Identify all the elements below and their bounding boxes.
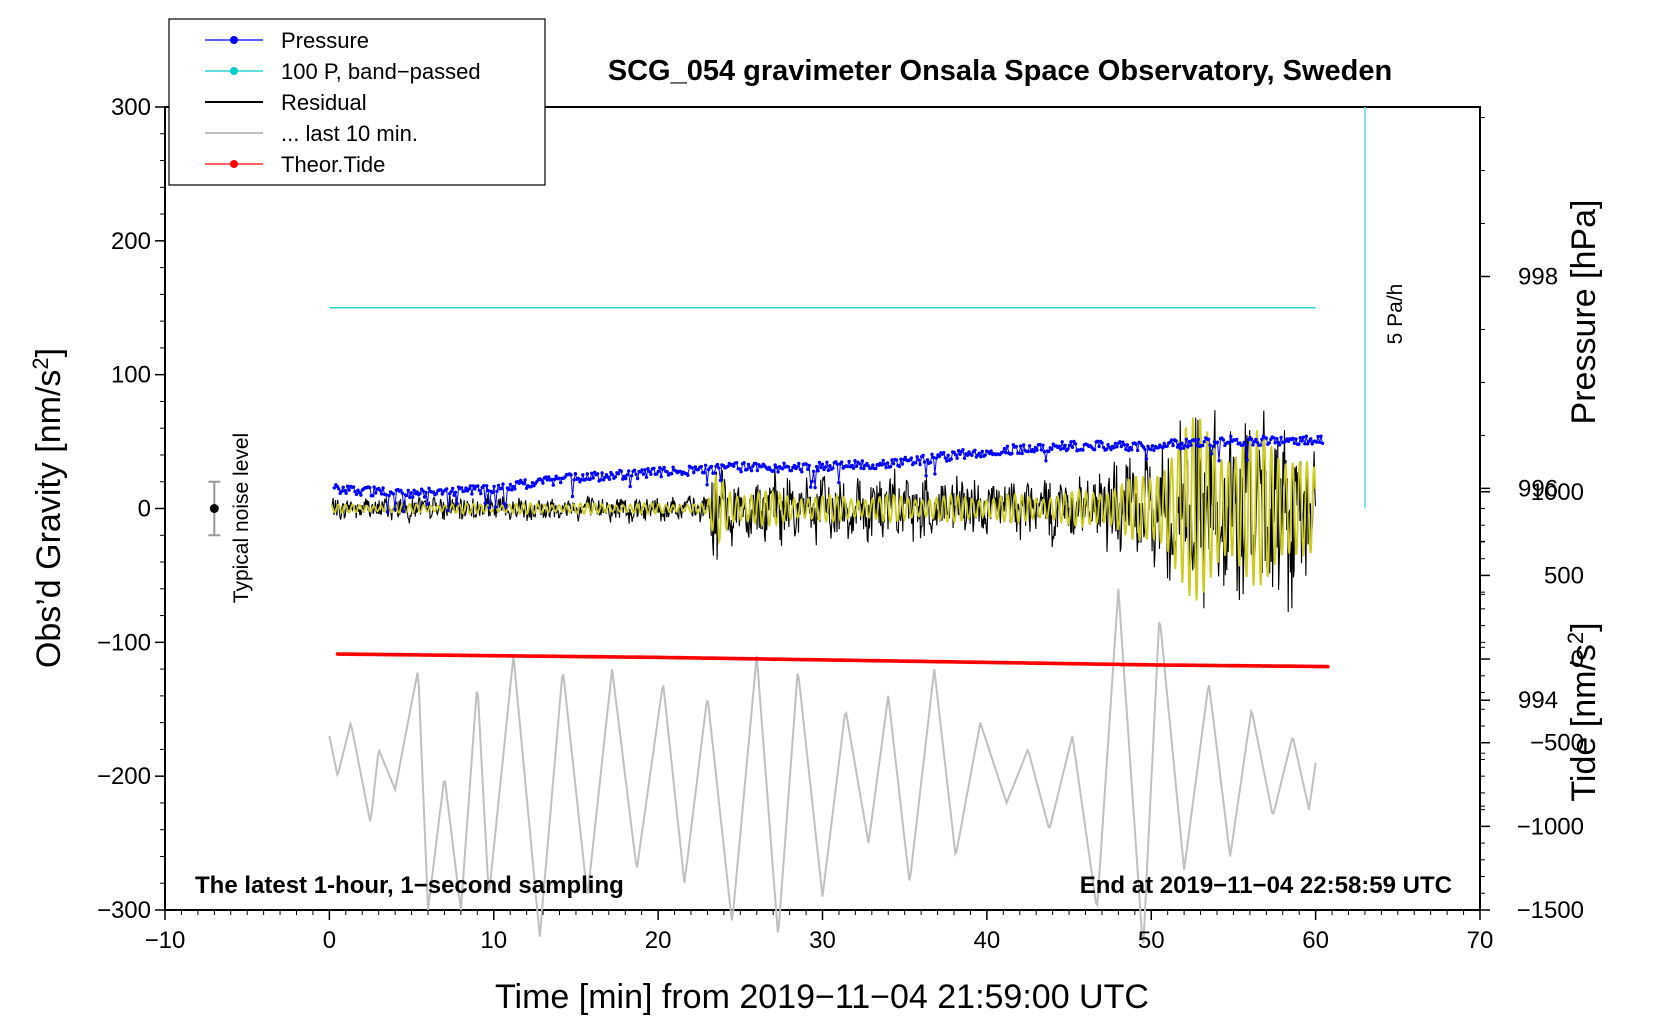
legend-entry-last10: ... last 10 min. <box>205 121 418 146</box>
legend-label-last10: ... last 10 min. <box>281 121 418 146</box>
legend-entry-tide: Theor.Tide <box>205 152 385 177</box>
x-axis-label: Time [min] from 2019−11−04 21:59:00 UTC <box>495 978 1149 1016</box>
x-tick-label: −10 <box>145 927 186 954</box>
y-tick-label: −100 <box>97 629 151 656</box>
tide-tick-label: 500 <box>1544 562 1584 589</box>
legend-marker-pressure <box>230 36 238 44</box>
y-axis-label-tide: Tide [nm/s2] <box>1563 622 1604 801</box>
legend-entry-bandpassed: 100 P, band−passed <box>205 59 481 84</box>
y-label-tide-end: ] <box>1565 622 1603 631</box>
annotation-sampling: The latest 1-hour, 1−second sampling <box>195 872 624 899</box>
noise-bar-point <box>209 504 219 513</box>
noise-bar <box>208 480 221 537</box>
y-tick-label: −300 <box>97 897 151 924</box>
y-label-left-main: Obs’d Gravity [nm/s <box>30 370 68 669</box>
tide-tick-label: −500 <box>1530 730 1584 757</box>
x-tick-label: 0 <box>323 927 336 954</box>
legend-entry-residual: Residual <box>205 90 367 115</box>
tide-tick-label: −1500 <box>1517 897 1584 924</box>
y-label-left-end: ] <box>30 348 68 357</box>
y-tick-label: 0 <box>138 496 151 523</box>
pressure-tick-label: 996 <box>1518 475 1558 502</box>
x-tick-label: 50 <box>1138 927 1165 954</box>
data-layer <box>208 107 1366 944</box>
pressure-tick-label: 994 <box>1518 687 1558 714</box>
annotation-scale-bar: 5 Pa/h <box>1384 284 1407 345</box>
series-last-10-min <box>328 588 1317 944</box>
y-tick-label: 200 <box>111 228 151 255</box>
x-tick-label: 30 <box>809 927 836 954</box>
legend-marker-tide <box>230 160 238 168</box>
y-axis-label-pressure: Pressure [hPa] <box>1565 200 1603 425</box>
axis-layer: −10 0 10 20 30 40 50 60 703002001000−100−200−300… <box>97 94 1584 954</box>
y-tick-label: 100 <box>111 362 151 389</box>
legend: Pressure 100 P, band−passed Residual ...… <box>168 18 546 186</box>
tide-tick-label: 0 <box>1571 646 1584 673</box>
series-pressure <box>332 434 1325 514</box>
legend-label-bandpassed: 100 P, band−passed <box>281 59 481 84</box>
tide-tick-label: −1000 <box>1517 813 1584 840</box>
series-theor-tide <box>335 652 1330 669</box>
legend-label-pressure: Pressure <box>281 28 369 53</box>
annotation-end-time: End at 2019−11−04 22:58:59 UTC <box>1080 872 1452 899</box>
x-tick-label: 10 <box>480 927 507 954</box>
legend-label-residual: Residual <box>281 90 367 115</box>
y-tick-label: 300 <box>111 94 151 121</box>
x-tick-label: 60 <box>1302 927 1329 954</box>
tide-tick-label: 1000 <box>1531 479 1584 506</box>
y-tick-label: −200 <box>97 763 151 790</box>
y-label-tide-sup: 2 <box>1563 632 1588 644</box>
chart-title: SCG_054 gravimeter Onsala Space Observat… <box>608 55 1392 87</box>
x-tick-label: 40 <box>974 927 1001 954</box>
legend-marker-bandpassed <box>230 67 238 75</box>
x-tick-label: 20 <box>645 927 672 954</box>
y-axis-label-left: Obs’d Gravity [nm/s2] <box>28 348 69 668</box>
legend-label-tide: Theor.Tide <box>281 152 385 177</box>
y-label-tide-main: Tide [nm/s <box>1565 644 1603 801</box>
legend-entry-pressure: Pressure <box>205 28 369 53</box>
x-tick-label: 70 <box>1467 927 1494 954</box>
pressure-tick-label: 998 <box>1518 263 1558 290</box>
tide-line <box>337 652 1328 668</box>
annotation-noise-level: Typical noise level <box>230 433 253 603</box>
pressure-line <box>333 434 1323 513</box>
y-label-left-sup: 2 <box>28 357 53 369</box>
